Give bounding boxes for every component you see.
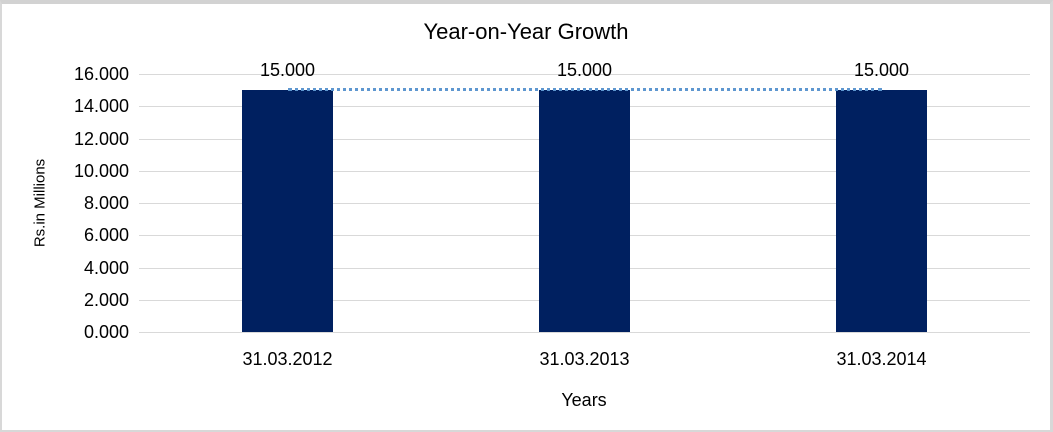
bar-data-label: 15.000 <box>853 60 910 81</box>
y-tick-label: 10.000 <box>73 160 129 181</box>
bar <box>539 90 630 332</box>
x-tick-label: 31.03.2013 <box>539 349 630 369</box>
bar-data-label: 15.000 <box>259 60 316 81</box>
y-tick-label: 8.000 <box>83 193 129 213</box>
chart-title: Year-on-Year Growth <box>423 19 629 44</box>
x-axis-line <box>139 332 1030 333</box>
y-tick-label: 4.000 <box>83 257 129 278</box>
y-tick-label: 6.000 <box>83 225 129 246</box>
y-tick-label: 2.000 <box>83 289 129 310</box>
bar <box>836 90 927 332</box>
gridline <box>139 74 1030 75</box>
y-tick-label: 0.000 <box>83 322 129 342</box>
plot-area: 16.000 14.000 12.000 10.000 8.000 6.000 4.000 2… <box>74 60 1030 369</box>
x-tick-label: 31.03.2012 <box>242 349 333 369</box>
x-axis-title: Years <box>561 390 607 410</box>
x-tick-label: 31.03.2014 <box>836 349 927 369</box>
bar <box>242 90 333 332</box>
y-tick-label: 14.000 <box>73 96 129 117</box>
y-tick-label: 16.000 <box>73 64 129 84</box>
trendline <box>287 88 882 92</box>
bar-data-label: 15.000 <box>556 60 613 81</box>
y-tick-label: 12.000 <box>73 128 129 149</box>
